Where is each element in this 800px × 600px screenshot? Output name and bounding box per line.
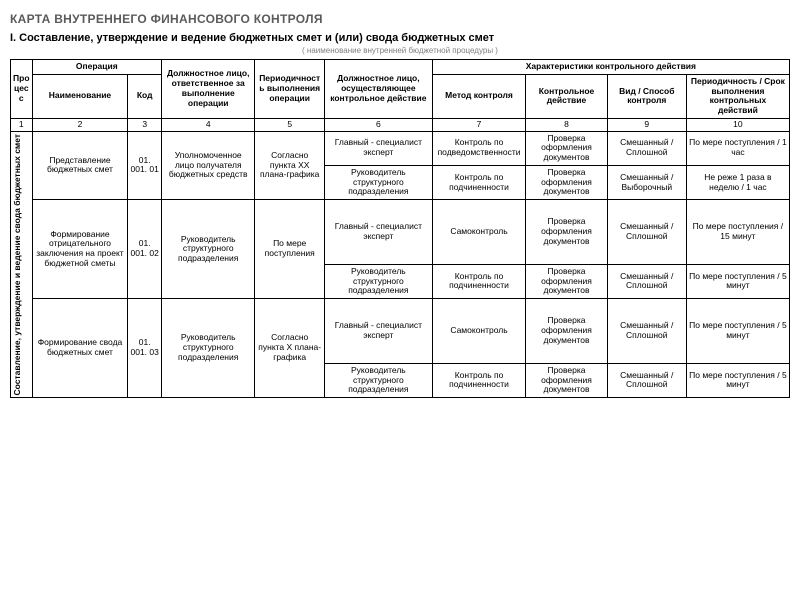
cell-person: Руководитель структурного подразделения bbox=[324, 363, 432, 397]
cell-op-code: 01. 001. 01 bbox=[128, 131, 162, 200]
cell-kind: Смешанный / Сплошной bbox=[607, 299, 686, 364]
colnum: 9 bbox=[607, 118, 686, 131]
cell-person: Главный - специалист эксперт bbox=[324, 299, 432, 364]
col-operation-group: Операция bbox=[32, 60, 161, 75]
table-header: Процесс Операция Должностное лицо, ответ… bbox=[11, 60, 790, 132]
col-control-group: Характеристики контрольного действия bbox=[432, 60, 789, 75]
cell-kind: Смешанный / Сплошной bbox=[607, 264, 686, 298]
cell-kind: Смешанный / Сплошной bbox=[607, 131, 686, 165]
col-method: Метод контроля bbox=[432, 74, 525, 118]
cell-method: Контроль по подчиненности bbox=[432, 363, 525, 397]
colnum: 4 bbox=[161, 118, 254, 131]
colnum: 2 bbox=[32, 118, 128, 131]
cell-op-name: Формирование отрицательного заключения н… bbox=[32, 200, 128, 299]
col-responsible: Должностное лицо, ответственное за выпол… bbox=[161, 60, 254, 119]
cell-responsible: Уполномоченное лицо получателя бюджетных… bbox=[161, 131, 254, 200]
colnum: 6 bbox=[324, 118, 432, 131]
colnum: 7 bbox=[432, 118, 525, 131]
cell-method: Самоконтроль bbox=[432, 299, 525, 364]
cell-responsible: Руководитель структурного подразделения bbox=[161, 299, 254, 398]
cell-op-code: 01. 001. 02 bbox=[128, 200, 162, 299]
cell-action: Проверка оформления документов bbox=[526, 165, 607, 199]
colnum: 1 bbox=[11, 118, 33, 131]
cell-action: Проверка оформления документов bbox=[526, 363, 607, 397]
section-subnote: ( наименование внутренней бюджетной проц… bbox=[10, 46, 790, 55]
cell-method: Контроль по подведомственности bbox=[432, 131, 525, 165]
section-heading: I. Составление, утверждение и ведение бю… bbox=[10, 32, 790, 44]
cell-period-op: Согласно пункта X плана-графика bbox=[255, 299, 325, 398]
colnum: 3 bbox=[128, 118, 162, 131]
cell-action: Проверка оформления документов bbox=[526, 131, 607, 165]
table-row: Формирование свода бюджетных смет 01. 00… bbox=[11, 299, 790, 364]
cell-person: Руководитель структурного подразделения bbox=[324, 165, 432, 199]
cell-period: По мере поступления / 5 минут bbox=[686, 264, 789, 298]
cell-action: Проверка оформления документов bbox=[526, 200, 607, 265]
cell-person: Главный - специалист эксперт bbox=[324, 200, 432, 265]
col-op-name: Наименование bbox=[32, 74, 128, 118]
table-body: Составление, утверждение и ведение свода… bbox=[11, 131, 790, 397]
col-period-action: Периодичность / Срок выполнения контроль… bbox=[686, 74, 789, 118]
colnum: 8 bbox=[526, 118, 607, 131]
cell-op-name: Представление бюджетных смет bbox=[32, 131, 128, 200]
cell-person: Главный - специалист эксперт bbox=[324, 131, 432, 165]
col-periodicity-op: Периодичность выполнения операции bbox=[255, 60, 325, 119]
control-map-table: Процесс Операция Должностное лицо, ответ… bbox=[10, 59, 790, 398]
cell-period-op: По мере поступления bbox=[255, 200, 325, 299]
table-row: Формирование отрицательного заключения н… bbox=[11, 200, 790, 265]
cell-kind: Смешанный / Выборочный bbox=[607, 165, 686, 199]
cell-kind: Смешанный / Сплошной bbox=[607, 200, 686, 265]
col-action: Контрольное действие bbox=[526, 74, 607, 118]
cell-method: Самоконтроль bbox=[432, 200, 525, 265]
cell-period: По мере поступления / 15 минут bbox=[686, 200, 789, 265]
col-process: Процесс bbox=[11, 60, 33, 119]
col-op-code: Код bbox=[128, 74, 162, 118]
col-control-person: Должностное лицо, осуществляющее контрол… bbox=[324, 60, 432, 119]
col-kind: Вид / Способ контроля bbox=[607, 74, 686, 118]
side-label-text: Составление, утверждение и ведение свода… bbox=[13, 134, 29, 395]
cell-method: Контроль по подчиненности bbox=[432, 165, 525, 199]
cell-period: По мере поступления / 5 минут bbox=[686, 363, 789, 397]
cell-responsible: Руководитель структурного подразделения bbox=[161, 200, 254, 299]
column-number-row: 1 2 3 4 5 6 7 8 9 10 bbox=[11, 118, 790, 131]
cell-person: Руководитель структурного подразделения bbox=[324, 264, 432, 298]
cell-op-code: 01. 001. 03 bbox=[128, 299, 162, 398]
cell-period: По мере поступления / 1 час bbox=[686, 131, 789, 165]
side-label: Составление, утверждение и ведение свода… bbox=[11, 131, 33, 397]
cell-period: По мере поступления / 5 минут bbox=[686, 299, 789, 364]
cell-method: Контроль по подчиненности bbox=[432, 264, 525, 298]
page-title: КАРТА ВНУТРЕННЕГО ФИНАНСОВОГО КОНТРОЛЯ bbox=[10, 12, 790, 26]
colnum: 10 bbox=[686, 118, 789, 131]
colnum: 5 bbox=[255, 118, 325, 131]
cell-action: Проверка оформления документов bbox=[526, 264, 607, 298]
cell-kind: Смешанный / Сплошной bbox=[607, 363, 686, 397]
cell-period-op: Согласно пункта XX плана-графика bbox=[255, 131, 325, 200]
cell-op-name: Формирование свода бюджетных смет bbox=[32, 299, 128, 398]
table-row: Составление, утверждение и ведение свода… bbox=[11, 131, 790, 165]
cell-action: Проверка оформления документов bbox=[526, 299, 607, 364]
cell-period: Не реже 1 раза в неделю / 1 час bbox=[686, 165, 789, 199]
